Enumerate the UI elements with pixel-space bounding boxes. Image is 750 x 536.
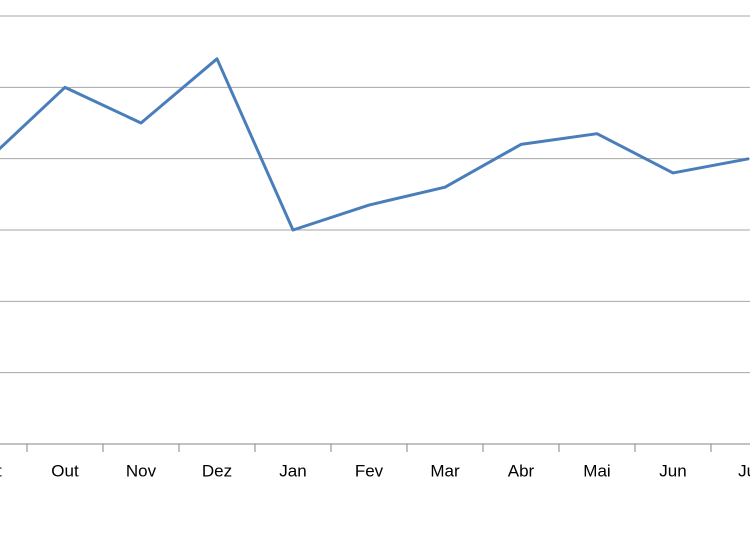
x-tick-label: Jan bbox=[279, 461, 306, 480]
x-tick-label: Out bbox=[51, 461, 79, 480]
x-tick-label: Dez bbox=[202, 461, 232, 480]
x-tick-label: Mai bbox=[583, 461, 610, 480]
x-tick-label: Jul bbox=[738, 461, 750, 480]
x-tick-label: Abr bbox=[508, 461, 535, 480]
data-line bbox=[0, 57, 750, 232]
x-tick-label: Fev bbox=[355, 461, 384, 480]
x-tick-label: Jun bbox=[659, 461, 686, 480]
x-tick-label: Set bbox=[0, 461, 2, 480]
x-tick-label: Mar bbox=[430, 461, 460, 480]
x-tick-label: Nov bbox=[126, 461, 157, 480]
